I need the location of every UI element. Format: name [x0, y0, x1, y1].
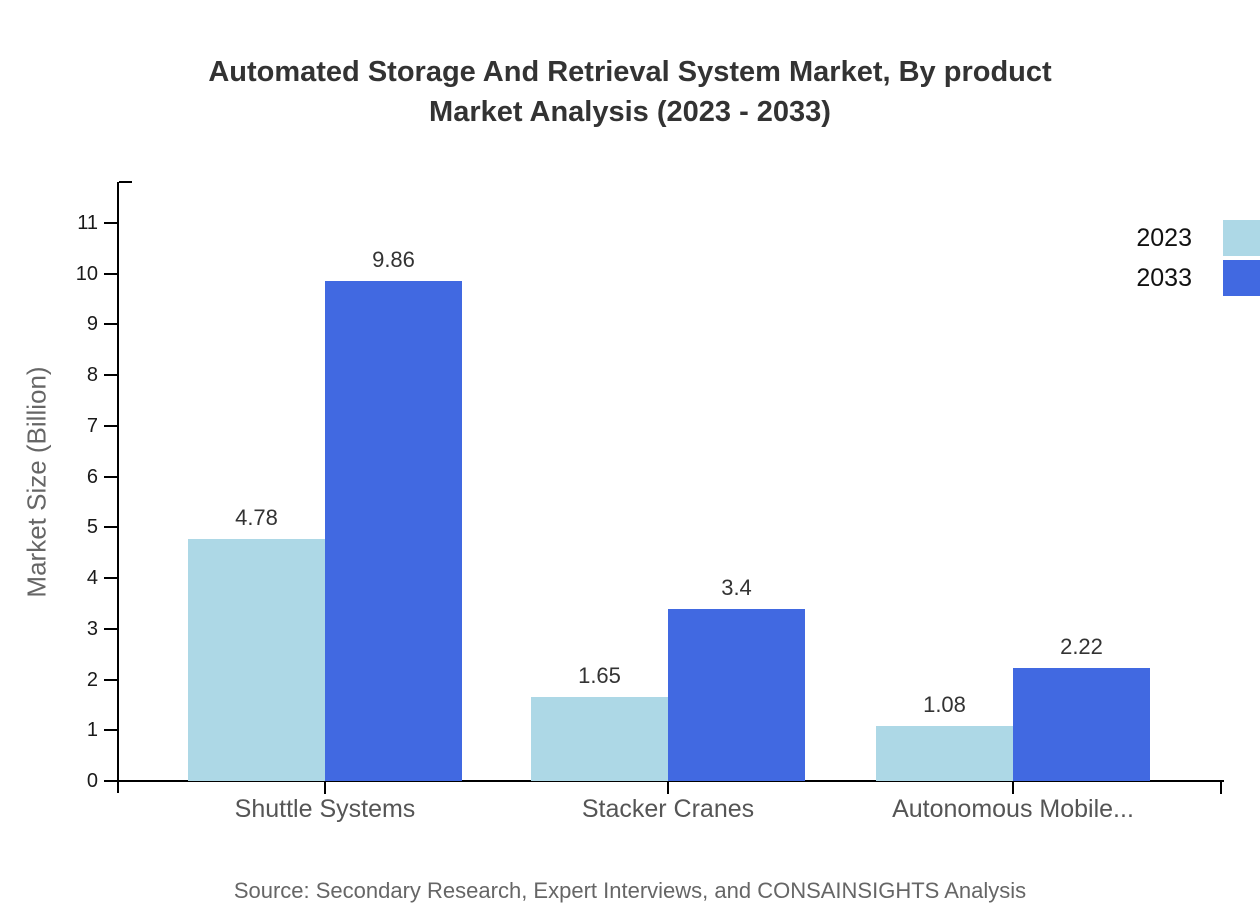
- y-tick-mark: [104, 475, 117, 478]
- x-tick-mark: [667, 781, 669, 794]
- y-tick-mark: [104, 577, 117, 580]
- bar-2023-autonomous-mobile: [876, 726, 1013, 781]
- y-tick-label: 2: [86, 668, 98, 691]
- bar-2033-stacker-cranes: [668, 608, 805, 781]
- legend-label-2033: 2033: [1136, 264, 1192, 292]
- y-tick-mark: [104, 678, 117, 681]
- bar-2033-autonomous-mobile: [1013, 668, 1150, 781]
- x-category-label-stacker-cranes: Stacker Cranes: [581, 795, 755, 823]
- y-tick-mark: [104, 627, 117, 630]
- legend-swatch-2033: [1223, 260, 1260, 296]
- y-tick-label: 4: [86, 567, 98, 590]
- chart-title: Automated Storage And Retrieval System M…: [0, 52, 1260, 132]
- y-tick-label: 5: [86, 516, 98, 539]
- bar-value-label-2023-shuttle-systems: 4.78: [235, 504, 278, 530]
- y-tick-label: 0: [86, 770, 98, 792]
- chart-title-line2: Market Analysis (2023 - 2033): [429, 96, 831, 128]
- x-tick-mark: [1012, 781, 1014, 794]
- y-tick-mark: [104, 272, 117, 275]
- y-tick-mark: [104, 526, 117, 529]
- y-tick-label: 9: [86, 313, 98, 336]
- y-tick-mark: [104, 780, 117, 782]
- y-tick-mark: [104, 221, 117, 224]
- bar-value-label-2033-stacker-cranes: 3.4: [721, 574, 752, 600]
- chart-title-line1: Automated Storage And Retrieval System M…: [208, 56, 1052, 88]
- y-tick-label: 3: [86, 617, 98, 640]
- y-tick-label: 8: [86, 364, 98, 387]
- y-axis-top-cap: [119, 181, 132, 183]
- y-tick-mark: [104, 323, 117, 326]
- x-axis-end-tick: [1220, 781, 1222, 794]
- bar-value-label-2023-autonomous-mobile: 1.08: [923, 692, 966, 718]
- bar-2023-shuttle-systems: [188, 538, 325, 781]
- x-axis-line: [117, 780, 1224, 782]
- y-tick-label: 10: [75, 262, 98, 285]
- bar-2023-stacker-cranes: [531, 697, 668, 781]
- x-category-label-autonomous-mobile: Autonomous Mobile...: [892, 795, 1134, 823]
- legend-label-2023: 2023: [1136, 224, 1192, 252]
- y-tick-label: 6: [86, 465, 98, 488]
- bar-value-label-2033-autonomous-mobile: 2.22: [1060, 634, 1103, 660]
- y-tick-label: 11: [77, 211, 98, 234]
- y-tick-mark: [104, 374, 117, 377]
- legend-swatch-2023: [1223, 220, 1260, 256]
- y-tick-label: 1: [86, 719, 98, 742]
- bar-value-label-2033-shuttle-systems: 9.86: [372, 246, 415, 272]
- y-tick-label: 7: [86, 414, 98, 437]
- y-axis-line: [117, 182, 119, 793]
- source-attribution: Source: Secondary Research, Expert Inter…: [233, 878, 1027, 903]
- x-tick-mark: [324, 781, 326, 794]
- bar-value-label-2023-stacker-cranes: 1.65: [578, 663, 621, 689]
- y-tick-mark: [104, 729, 117, 732]
- bar-2033-shuttle-systems: [325, 280, 462, 781]
- y-tick-mark: [104, 424, 117, 427]
- x-category-label-shuttle-systems: Shuttle Systems: [234, 795, 416, 823]
